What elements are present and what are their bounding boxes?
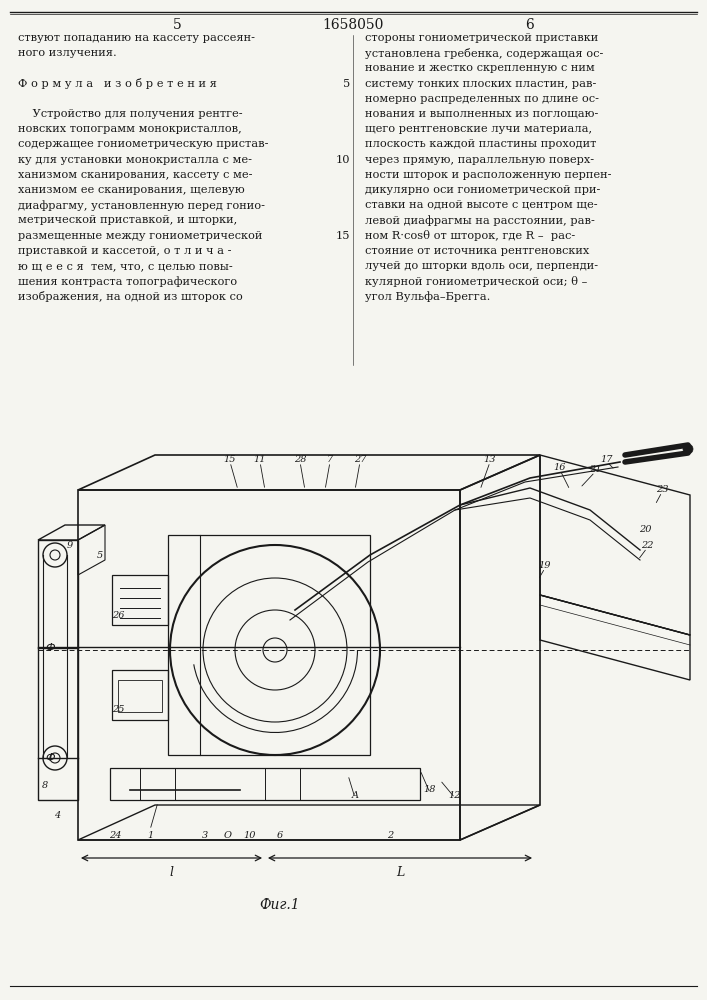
Text: номерно распределенных по длине ос-: номерно распределенных по длине ос-: [365, 94, 599, 104]
Text: 5: 5: [97, 550, 103, 560]
Text: 3: 3: [202, 830, 208, 840]
Text: содержащее гониометрическую пристав-: содержащее гониометрическую пристав-: [18, 139, 269, 149]
Text: 7: 7: [327, 456, 333, 464]
Circle shape: [683, 444, 693, 454]
Text: приставкой и кассетой, о т л и ч а -: приставкой и кассетой, о т л и ч а -: [18, 246, 231, 256]
Text: новских топограмм монокристаллов,: новских топограмм монокристаллов,: [18, 124, 242, 134]
Text: 18: 18: [423, 786, 436, 794]
Text: 16: 16: [554, 464, 566, 473]
Text: 6: 6: [277, 830, 283, 840]
Text: 15: 15: [336, 231, 350, 241]
Text: ханизмом ее сканирования, щелевую: ханизмом ее сканирования, щелевую: [18, 185, 245, 195]
Text: 2: 2: [387, 830, 393, 840]
Text: 5: 5: [173, 18, 182, 32]
Text: L: L: [396, 866, 404, 879]
Text: лучей до шторки вдоль оси, перпенди-: лучей до шторки вдоль оси, перпенди-: [365, 261, 598, 271]
Text: ханизмом сканирования, кассету с ме-: ханизмом сканирования, кассету с ме-: [18, 170, 252, 180]
Text: 26: 26: [112, 610, 124, 619]
Text: стороны гониометрической приставки: стороны гониометрической приставки: [365, 33, 598, 43]
Text: 28: 28: [293, 456, 306, 464]
Text: изображения, на одной из шторок со: изображения, на одной из шторок со: [18, 291, 243, 302]
Text: размещенные между гониометрической: размещенные между гониометрической: [18, 231, 262, 241]
Text: 10: 10: [244, 830, 256, 840]
Text: 25: 25: [112, 706, 124, 714]
Text: 22: 22: [641, 540, 653, 550]
Text: ю щ е е с я  тем, что, с целью повы-: ю щ е е с я тем, что, с целью повы-: [18, 261, 233, 271]
Text: стояние от источника рентгеновских: стояние от источника рентгеновских: [365, 246, 589, 256]
Text: Фиг.1: Фиг.1: [259, 898, 300, 912]
Text: щего рентгеновские лучи материала,: щего рентгеновские лучи материала,: [365, 124, 592, 134]
Text: 10: 10: [336, 155, 350, 165]
Text: 23: 23: [656, 486, 668, 494]
Text: 1: 1: [147, 830, 153, 840]
Text: нование и жестко скрепленную с ним: нование и жестко скрепленную с ним: [365, 63, 595, 73]
Text: 9: 9: [67, 540, 73, 550]
Text: ставки на одной высоте с центром ще-: ставки на одной высоте с центром ще-: [365, 200, 597, 210]
Text: систему тонких плоских пластин, рав-: систему тонких плоских пластин, рав-: [365, 79, 597, 89]
Text: плоскость каждой пластины проходит: плоскость каждой пластины проходит: [365, 139, 597, 149]
Text: O: O: [224, 830, 232, 840]
Text: дикулярно оси гониометрической при-: дикулярно оси гониометрической при-: [365, 185, 600, 195]
Text: левой диафрагмы на расстоянии, рав-: левой диафрагмы на расстоянии, рав-: [365, 215, 595, 226]
Text: 20: 20: [638, 526, 651, 534]
Text: 6: 6: [525, 18, 534, 32]
Text: 12: 12: [449, 790, 461, 800]
Text: 17: 17: [601, 456, 613, 464]
Text: 24: 24: [109, 830, 121, 840]
Text: 15: 15: [223, 456, 236, 464]
Text: 5: 5: [343, 79, 350, 89]
Text: ствуют попаданию на кассету рассеян-: ствуют попаданию на кассету рассеян-: [18, 33, 255, 43]
Text: ного излучения.: ного излучения.: [18, 48, 117, 58]
Text: 27: 27: [354, 456, 366, 464]
Text: Ф о р м у л а   и з о б р е т е н и я: Ф о р м у л а и з о б р е т е н и я: [18, 78, 217, 89]
Text: Ф: Ф: [45, 753, 55, 763]
Text: диафрагму, установленную перед гонио-: диафрагму, установленную перед гонио-: [18, 200, 265, 211]
Text: шения контраста топографического: шения контраста топографического: [18, 276, 237, 287]
Text: 11: 11: [254, 456, 267, 464]
Text: через прямую, параллельную поверх-: через прямую, параллельную поверх-: [365, 155, 594, 165]
Text: Ф: Ф: [45, 643, 55, 653]
Text: нования и выполненных из поглощаю-: нования и выполненных из поглощаю-: [365, 109, 598, 119]
Text: 1658050: 1658050: [322, 18, 384, 32]
Text: 4: 4: [54, 810, 60, 820]
Text: 13: 13: [484, 456, 496, 464]
Text: l: l: [170, 866, 173, 879]
Text: 21: 21: [589, 466, 601, 475]
Text: 19: 19: [539, 560, 551, 570]
Text: угол Вульфа–Брегга.: угол Вульфа–Брегга.: [365, 291, 491, 302]
Text: ности шторок и расположенную перпен-: ности шторок и расположенную перпен-: [365, 170, 612, 180]
Text: Устройство для получения рентге-: Устройство для получения рентге-: [18, 109, 243, 119]
Text: метрической приставкой, и шторки,: метрической приставкой, и шторки,: [18, 215, 238, 225]
Text: ном R·cosθ от шторок, где R –  рас-: ном R·cosθ от шторок, где R – рас-: [365, 230, 575, 241]
Text: 8: 8: [42, 780, 48, 790]
Text: ку для установки монокристалла с ме-: ку для установки монокристалла с ме-: [18, 155, 252, 165]
Text: установлена гребенка, содержащая ос-: установлена гребенка, содержащая ос-: [365, 48, 603, 59]
Text: A: A: [351, 790, 358, 800]
Text: кулярной гониометрической оси; θ –: кулярной гониометрической оси; θ –: [365, 276, 588, 287]
